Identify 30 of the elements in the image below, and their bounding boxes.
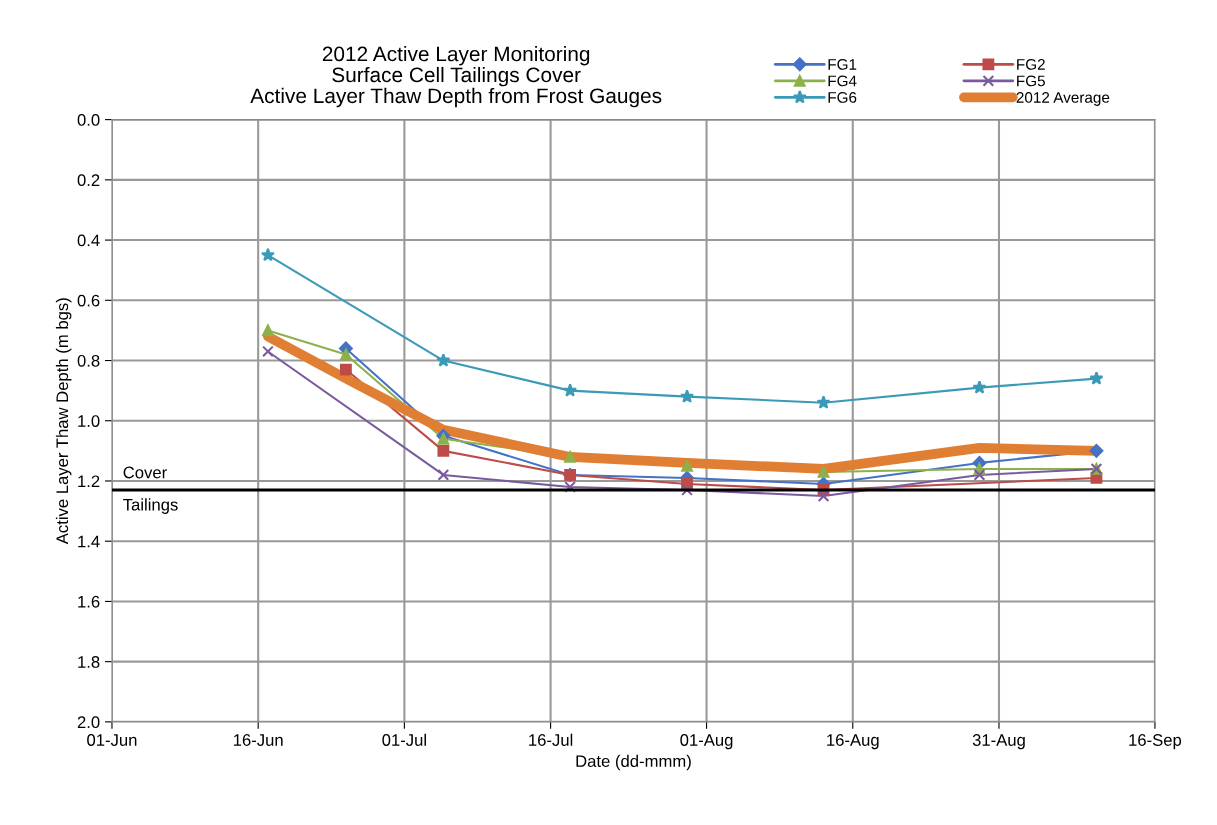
x-tick-label: 16-Sep <box>1129 734 1182 750</box>
y-tick-label: 0.2 <box>77 174 100 187</box>
x-axis-title: Date (dd-mmm) <box>576 754 691 771</box>
chart-title: 2012 Active Layer Monitoring Surface Cell Tailings Cover Active Layer Thaw Depth from Frost Gauges <box>250 46 662 108</box>
x-tick-label: 16-Jun <box>233 734 283 746</box>
y-tick-label: 1.2 <box>78 475 100 488</box>
legend-label: 2012 Average <box>1016 92 1110 106</box>
y-tick-label: 0.6 <box>77 294 100 307</box>
y-tick-label: 2.0 <box>77 716 100 729</box>
y-tick-label: 0.0 <box>77 114 100 126</box>
x-tick-label: 31-Aug <box>972 734 1025 750</box>
x-tick-label: 16-Aug <box>827 734 879 750</box>
y-tick-label: 0.4 <box>77 234 100 247</box>
legend-label: FG5 <box>1017 75 1045 87</box>
x-tick-label: 01-Jul <box>382 733 426 746</box>
legend-label: FG2 <box>1017 58 1045 70</box>
legend-label: FG1 <box>828 58 857 70</box>
annotation: Cover <box>123 466 167 479</box>
y-tick-label: 1.4 <box>78 535 100 548</box>
y-axis-title: Active Layer Thaw Depth (m bgs) <box>55 298 72 545</box>
y-tick-label: 1.0 <box>78 415 100 427</box>
y-tick-label: 1.8 <box>78 656 100 668</box>
y-tick-label: 1.6 <box>78 595 100 608</box>
x-tick-label: 01-Aug <box>680 734 733 750</box>
annotation: Tailings <box>123 498 178 514</box>
x-tick-label: 16-Jul <box>529 733 573 746</box>
legend-label: FG4 <box>828 75 857 87</box>
legend-label: FG6 <box>828 92 857 103</box>
x-tick-label: 01-Jun <box>87 734 137 746</box>
y-tick-label: 0.8 <box>77 354 100 367</box>
